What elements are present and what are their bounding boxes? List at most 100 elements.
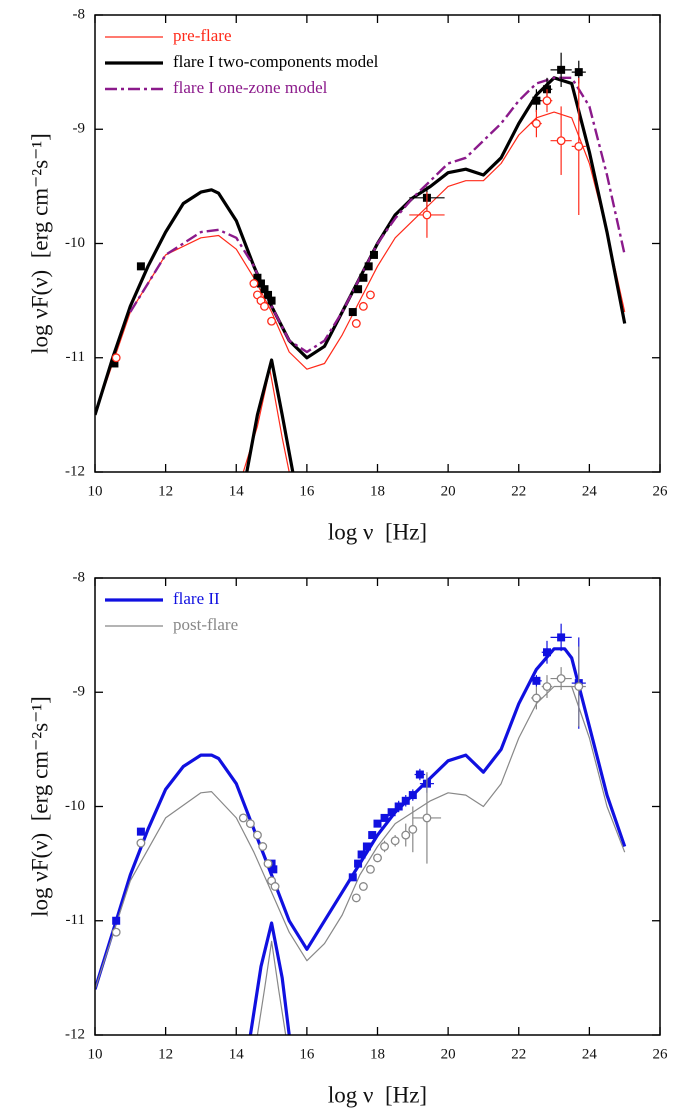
data-point — [358, 882, 368, 891]
y-tick-label: -11 — [66, 912, 85, 928]
data-point — [543, 648, 551, 657]
data-point — [354, 859, 363, 868]
x-tick-label: 12 — [158, 483, 173, 499]
x-tick-label: 18 — [370, 483, 385, 499]
model-curve — [95, 685, 626, 1035]
data-point — [557, 633, 566, 642]
x-tick-label: 16 — [299, 483, 315, 499]
legend-label: flare II — [173, 589, 220, 608]
data-point — [542, 96, 552, 106]
x-tick-label: 12 — [158, 1046, 173, 1062]
data-point — [136, 827, 145, 836]
data-point — [574, 682, 584, 691]
data-point — [267, 296, 276, 305]
y-tick-label: -9 — [73, 684, 86, 700]
data-point — [422, 210, 432, 220]
data-point — [574, 141, 584, 151]
data-point — [401, 830, 411, 840]
data-point — [408, 791, 417, 800]
axes-frame — [94, 14, 661, 473]
legend-label: pre-flare — [173, 26, 232, 45]
y-axis-label: log νF(ν) [erg cm⁻²s⁻¹] — [27, 133, 52, 354]
y-tick-label: -8 — [73, 6, 86, 22]
data-point — [351, 319, 361, 328]
data-point — [357, 850, 366, 859]
data-point — [258, 842, 268, 851]
data-point — [415, 770, 424, 779]
y-tick-label: -8 — [73, 569, 86, 585]
y-axis-label: log νF(ν) [erg cm⁻²s⁻¹] — [27, 696, 52, 917]
data-point — [394, 802, 403, 811]
data-point — [364, 262, 373, 271]
data-point — [267, 316, 277, 326]
data-point — [531, 693, 541, 703]
data-point — [238, 813, 248, 823]
data-point — [556, 674, 566, 683]
x-tick-label: 10 — [88, 1046, 103, 1062]
data-point — [111, 927, 121, 937]
data-point — [348, 873, 357, 882]
data-point — [136, 838, 146, 848]
x-tick-label: 20 — [441, 1046, 456, 1062]
data-point — [260, 301, 269, 311]
axes-frame — [94, 577, 661, 1036]
y-tick-label: -10 — [65, 235, 85, 251]
x-tick-label: 24 — [582, 1046, 598, 1062]
data-point — [351, 893, 361, 903]
x-tick-label: 10 — [88, 483, 103, 499]
data-point — [136, 262, 145, 271]
data-point — [408, 824, 418, 834]
data-point — [245, 819, 255, 829]
data-point — [531, 119, 541, 128]
x-tick-label: 16 — [299, 1046, 315, 1062]
data-point — [348, 308, 357, 317]
x-axis-label: log ν [Hz] — [328, 519, 427, 544]
data-point — [532, 96, 541, 105]
y-tick-label: -12 — [65, 463, 85, 479]
legend-label: flare I two-components model — [173, 52, 379, 71]
x-tick-label: 26 — [653, 483, 669, 499]
data-point — [542, 682, 552, 691]
x-tick-label: 20 — [441, 483, 456, 499]
data-point — [556, 136, 566, 146]
y-tick-label: -10 — [65, 798, 85, 814]
x-tick-label: 18 — [370, 1046, 385, 1062]
x-tick-label: 24 — [582, 483, 598, 499]
panel: 10 12 14 16 18 20 22 24 26 -12 -11 -10 -9 -8 log ν [Hz… — [27, 569, 668, 1107]
y-tick-label: -11 — [66, 349, 85, 365]
x-tick-label: 22 — [511, 483, 526, 499]
data-point — [270, 882, 280, 891]
x-tick-label: 14 — [229, 1046, 245, 1062]
data-point — [401, 796, 410, 805]
data-point — [369, 250, 378, 259]
x-tick-label: 14 — [229, 483, 245, 499]
data-point — [387, 808, 396, 817]
data-point — [373, 853, 382, 863]
y-tick-label: -12 — [65, 1026, 85, 1042]
data-point — [380, 842, 390, 851]
data-point — [112, 916, 121, 925]
data-point — [358, 301, 368, 311]
data-point — [532, 676, 541, 685]
data-point — [380, 813, 389, 822]
plot-area — [95, 52, 627, 472]
x-tick-label: 26 — [653, 1046, 669, 1062]
legend-label: post-flare — [173, 615, 238, 634]
panel: 10 12 14 16 18 20 22 24 26 -12 -11 -10 -9 -8 log ν [Hz… — [27, 6, 668, 544]
x-tick-label: 22 — [511, 1046, 526, 1062]
data-point — [269, 865, 278, 874]
data-point — [390, 836, 400, 846]
data-point — [373, 819, 382, 828]
x-axis-label: log ν [Hz] — [328, 1082, 427, 1107]
plot-area — [95, 623, 627, 1035]
data-point — [422, 813, 432, 823]
data-point — [557, 65, 566, 74]
model-curve — [95, 647, 627, 1035]
data-point — [368, 831, 377, 840]
data-point — [263, 859, 273, 869]
data-point — [111, 353, 121, 363]
data-point — [359, 273, 368, 282]
data-point — [365, 290, 375, 300]
data-point — [574, 68, 583, 77]
